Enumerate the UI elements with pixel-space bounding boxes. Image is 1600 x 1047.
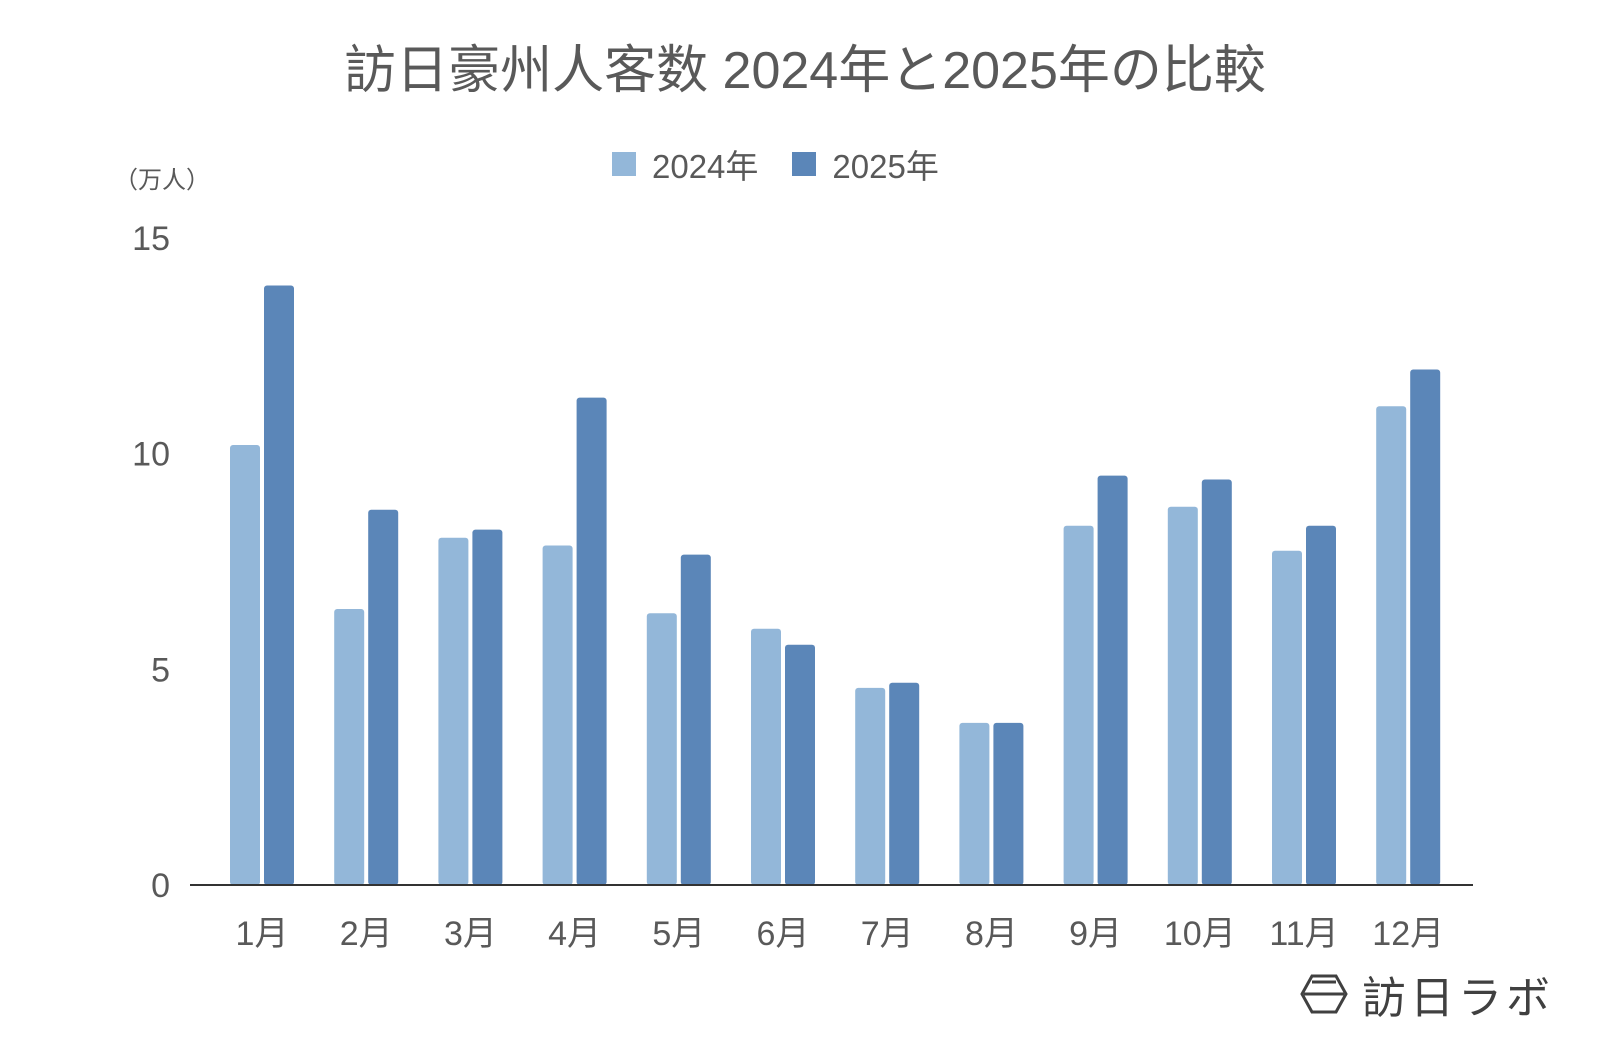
legend-swatch-2025 xyxy=(792,152,817,176)
x-tick-label: 3月 xyxy=(444,915,497,953)
chart-title: 訪日豪州人客数 2024年と2025年の比較 xyxy=(344,42,1266,100)
x-tick-label: 1月 xyxy=(236,915,289,953)
y-tick-label: 15 xyxy=(132,220,170,258)
x-tick-label: 2月 xyxy=(340,915,393,953)
y-tick-label: 0 xyxy=(151,867,170,905)
x-tick-label: 4月 xyxy=(548,915,601,953)
bar-2024年-11月[interactable] xyxy=(1272,550,1302,885)
x-tick-label: 7月 xyxy=(861,915,914,953)
bar-2024年-8月[interactable] xyxy=(959,722,990,885)
bar-2025年-9月[interactable] xyxy=(1097,475,1128,885)
logo-text: 訪日ラボ xyxy=(1362,974,1554,1023)
hexagon-logo-icon xyxy=(1300,974,1348,1014)
bar-2024年-2月[interactable] xyxy=(334,608,365,885)
x-tick-label: 12月 xyxy=(1372,915,1444,953)
x-tick-label: 10月 xyxy=(1164,915,1236,953)
bar-2024年-4月[interactable] xyxy=(542,545,573,885)
y-tick-label: 10 xyxy=(132,436,170,474)
bar-2025年-8月[interactable] xyxy=(993,722,1024,885)
chart-legend: 2024年 2025年 xyxy=(612,140,973,188)
y-axis-ticks: 0 5 10 15 xyxy=(132,220,170,905)
legend-swatch-2024 xyxy=(612,152,636,176)
bar-2025年-5月[interactable] xyxy=(680,554,711,885)
bar-2024年-5月[interactable] xyxy=(646,613,677,885)
bar-2024年-9月[interactable] xyxy=(1063,525,1094,885)
bar-2024年-3月[interactable] xyxy=(438,537,469,885)
y-axis-unit-label: （万人） xyxy=(114,167,210,194)
legend-label-2024: 2024年 xyxy=(652,148,759,185)
x-tick-label: 8月 xyxy=(965,915,1018,953)
bar-2025年-4月[interactable] xyxy=(576,397,607,885)
legend-label-2025: 2025年 xyxy=(832,148,939,185)
bar-2024年-10月[interactable] xyxy=(1167,506,1198,885)
bar-2024年-12月[interactable] xyxy=(1376,406,1407,885)
bar-2025年-12月[interactable] xyxy=(1410,369,1441,886)
bar-2024年-1月[interactable] xyxy=(230,445,260,885)
x-tick-label: 6月 xyxy=(757,915,810,953)
bar-2025年-2月[interactable] xyxy=(368,509,399,885)
bar-series xyxy=(230,285,1441,886)
bar-2025年-1月[interactable] xyxy=(264,285,294,885)
x-tick-label: 9月 xyxy=(1069,915,1122,953)
bar-2025年-6月[interactable] xyxy=(785,644,815,885)
bar-2025年-7月[interactable] xyxy=(889,682,920,885)
bar-2024年-6月[interactable] xyxy=(751,628,781,885)
legend-item-2024[interactable]: 2024年 xyxy=(612,140,758,188)
bar-2025年-3月[interactable] xyxy=(472,529,503,885)
bar-2024年-7月[interactable] xyxy=(855,687,886,885)
brand-logo: 訪日ラボ xyxy=(1300,962,1554,1026)
legend-item-2025[interactable]: 2025年 xyxy=(792,140,939,188)
bar-2025年-10月[interactable] xyxy=(1201,479,1232,885)
x-tick-label: 11月 xyxy=(1269,915,1338,953)
x-tick-label: 5月 xyxy=(652,915,705,953)
bar-2025年-11月[interactable] xyxy=(1306,525,1336,885)
y-tick-label: 5 xyxy=(151,651,170,689)
x-axis-ticks: 1月 2月 3月 4月 5月 6月 7月 8月 9月 10月 11月 12月 xyxy=(236,915,1445,953)
